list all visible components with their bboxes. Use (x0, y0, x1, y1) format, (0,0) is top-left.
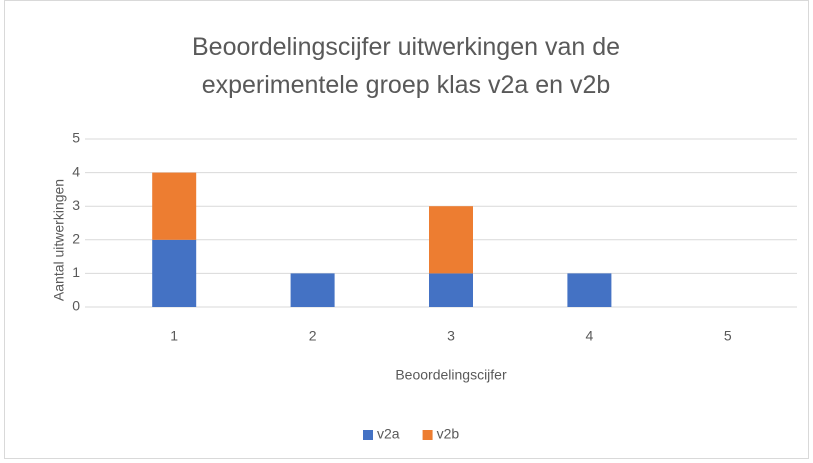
x-tick-label: 5 (724, 328, 732, 344)
y-tick-label: 3 (72, 197, 80, 213)
x-tick-label: 3 (447, 328, 455, 344)
x-tick-label: 4 (586, 328, 594, 344)
x-tick-label: 1 (170, 328, 178, 344)
y-tick-label: 2 (72, 231, 80, 247)
bar (567, 273, 612, 307)
bar (290, 273, 335, 307)
x-axis-label: Beoordelingscijfer (395, 367, 507, 383)
x-tick-label: 2 (309, 328, 317, 344)
legend-label: v2a (377, 426, 400, 442)
y-tick-label: 5 (72, 130, 80, 146)
chart-border (4, 0, 809, 459)
legend-label: v2b (437, 426, 460, 442)
y-tick-label: 0 (72, 298, 80, 314)
bar (152, 172, 197, 240)
bar (429, 273, 473, 307)
y-tick-label: 1 (72, 264, 80, 280)
y-axis-label: Aantal uitwerkingen (51, 179, 67, 301)
legend-swatch (422, 430, 433, 440)
chart-title: Beoordelingscijfer uitwerkingen van de e… (191, 33, 621, 99)
y-tick-label: 4 (72, 163, 80, 179)
bar (429, 206, 473, 274)
bar (152, 239, 197, 307)
legend-swatch (363, 430, 373, 440)
